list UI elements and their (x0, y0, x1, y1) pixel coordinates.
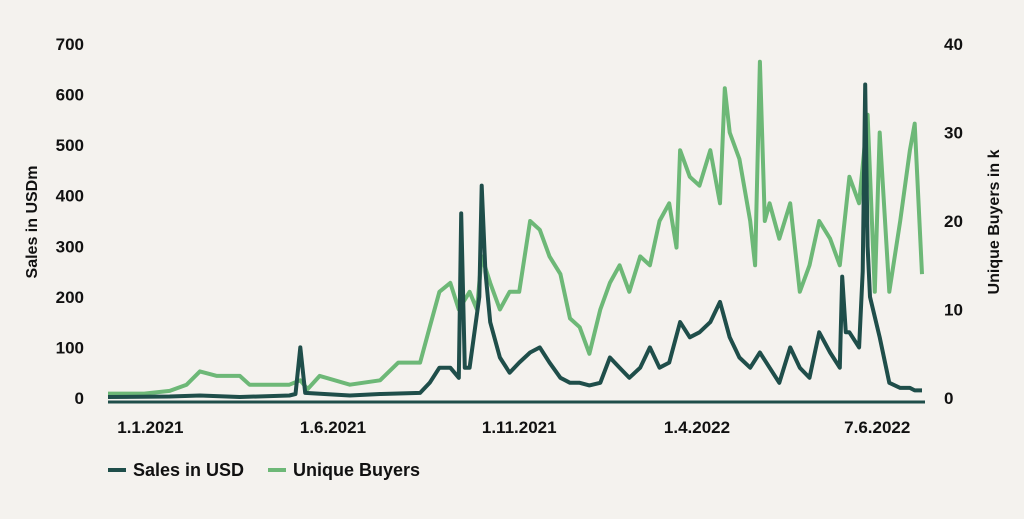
y-tick-label-left: 200 (56, 288, 84, 307)
y-tick-label-left: 100 (56, 338, 84, 357)
y-tick-label-left: 700 (56, 35, 84, 54)
y-axis-label-right: Unique Buyers in k (986, 149, 1003, 294)
y-tick-label-left: 300 (56, 237, 84, 256)
legend: Sales in USD Unique Buyers (108, 460, 420, 480)
y-tick-label-right: 20 (944, 212, 963, 231)
y-tick-label-left: 600 (56, 86, 84, 105)
y-tick-label-left: 400 (56, 187, 84, 206)
x-tick-label: 1.1.2021 (117, 418, 183, 437)
legend-label-buyers: Unique Buyers (293, 460, 420, 480)
x-tick-label: 1.11.2021 (482, 418, 557, 437)
x-tick-label: 1.6.2021 (300, 418, 366, 437)
legend-label-sales: Sales in USD (133, 460, 244, 480)
x-tick-label: 1.4.2022 (664, 418, 730, 437)
series-line-unique-buyers (108, 59, 924, 396)
x-tick-label: 7.6.2022 (844, 418, 910, 437)
y-tick-label-left: 0 (75, 389, 84, 408)
y-tick-label-left: 500 (56, 136, 84, 155)
series-line-sales-in-usd (107, 82, 922, 399)
y-tick-label-right: 0 (944, 389, 953, 408)
y-tick-label-right: 10 (944, 301, 963, 320)
y-axis-label-left: Sales in USDm (24, 166, 41, 279)
y-tick-label-right: 40 (944, 35, 963, 54)
y-tick-label-right: 30 (944, 124, 963, 143)
